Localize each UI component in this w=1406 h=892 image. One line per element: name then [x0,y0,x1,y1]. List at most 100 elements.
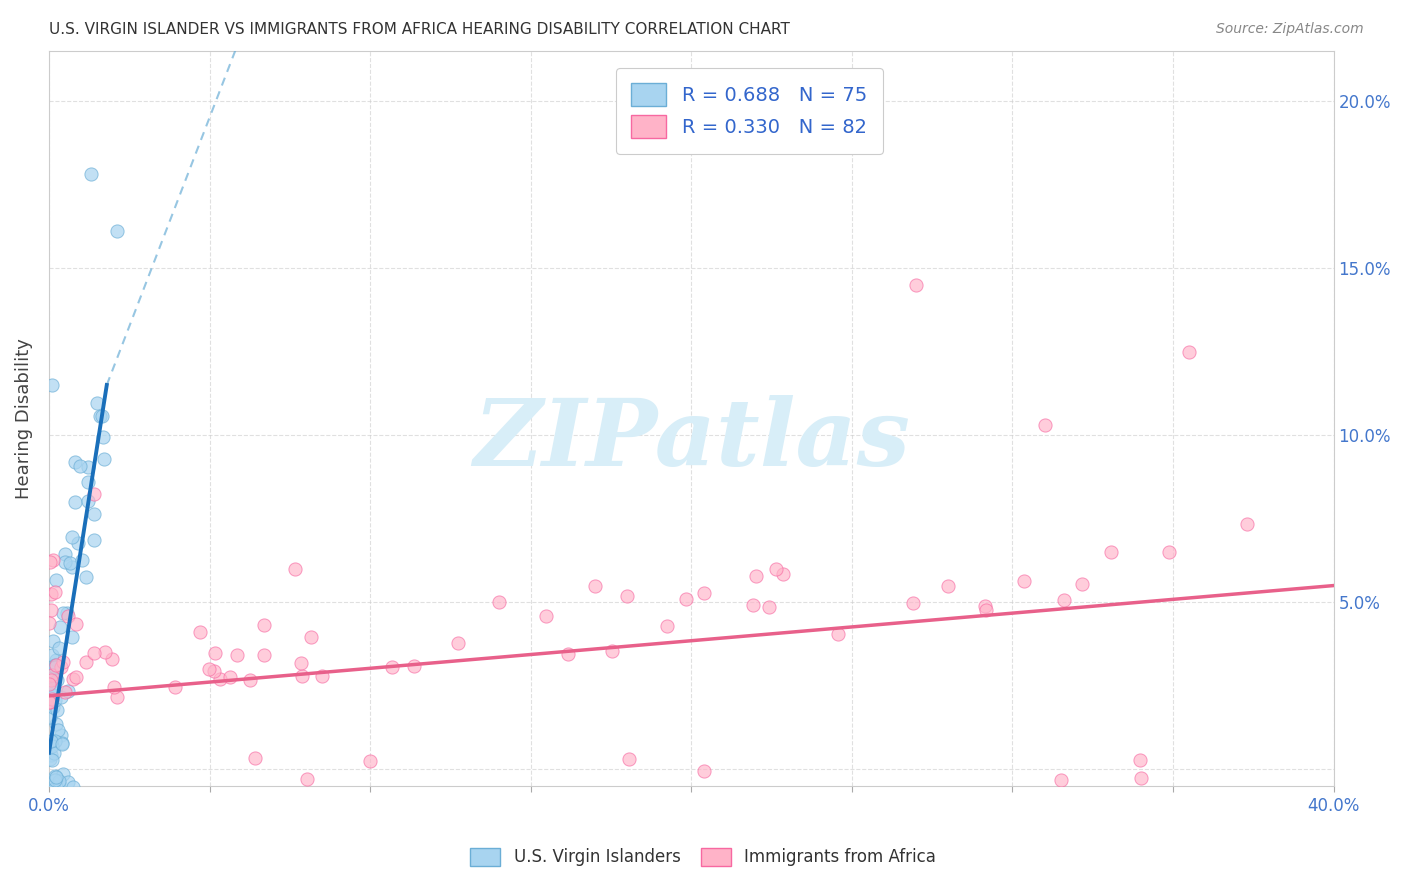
Text: Source: ZipAtlas.com: Source: ZipAtlas.com [1216,22,1364,37]
Point [600,644,623,658]
Point [51,736,73,750]
Point [447,636,470,650]
Point [45,770,67,784]
Point [41,667,63,681]
Point [41,692,63,706]
Point [83,507,105,521]
Point [39,734,62,748]
Point [52,607,75,621]
Point [765,562,787,576]
Point [901,596,924,610]
Point [62,780,84,795]
Point [42,681,65,695]
Point [39,603,62,617]
Legend: U.S. Virgin Islanders, Immigrants from Africa: U.S. Virgin Islanders, Immigrants from A… [464,841,942,873]
Point [359,754,381,768]
Point [39,587,62,601]
Point [58,608,80,623]
Point [209,672,232,686]
Point [49,660,72,674]
Point [44,657,66,672]
Point [101,652,124,666]
Point [202,664,225,678]
Point [51,737,73,751]
Point [165,680,187,694]
Point [655,619,678,633]
Point [557,647,579,661]
Point [39,783,62,797]
Point [758,600,780,615]
Point [38,695,60,709]
Point [52,766,75,780]
Point [41,648,63,662]
Point [39,752,62,766]
Point [41,671,63,685]
Point [53,547,76,561]
Point [105,690,128,704]
Point [45,573,67,587]
Point [1178,344,1201,359]
Point [75,570,97,584]
Point [297,772,319,786]
Point [51,690,73,704]
Point [291,669,314,683]
Point [89,409,111,424]
Point [44,584,66,599]
Point [1236,516,1258,531]
Point [83,487,105,501]
Point [253,618,276,632]
Point [290,656,312,670]
Point [86,396,108,410]
Point [83,533,105,547]
Point [63,495,86,509]
Point [218,670,240,684]
Point [1052,592,1074,607]
Point [38,555,60,569]
Point [1050,772,1073,787]
Point [534,608,557,623]
Point [44,796,66,810]
Point [48,640,70,655]
Point [488,595,510,609]
Point [42,699,65,714]
Point [48,773,70,788]
Point [693,586,716,600]
Point [404,659,426,673]
Point [52,656,75,670]
Point [41,378,63,392]
Point [91,430,114,444]
Point [53,685,76,699]
Point [225,648,247,663]
Point [38,734,60,748]
Point [1157,545,1180,559]
Point [284,561,307,575]
Point [62,672,84,686]
Point [75,655,97,669]
Point [188,625,211,640]
Point [48,620,70,634]
Point [974,603,997,617]
Point [103,681,125,695]
Point [56,775,79,789]
Text: ZIPatlas: ZIPatlas [472,395,910,485]
Point [41,739,63,753]
Point [42,782,65,797]
Point [56,684,79,698]
Point [692,764,714,779]
Point [42,747,65,761]
Point [39,695,62,709]
Point [41,747,63,762]
Point [55,606,77,620]
Point [42,634,65,648]
Point [42,681,65,696]
Point [253,648,276,663]
Point [974,599,997,613]
Point [1129,753,1152,767]
Point [93,452,115,467]
Point [905,277,928,292]
Point [744,568,766,582]
Point [583,578,606,592]
Point [39,673,62,688]
Point [1033,418,1056,433]
Point [1014,574,1036,589]
